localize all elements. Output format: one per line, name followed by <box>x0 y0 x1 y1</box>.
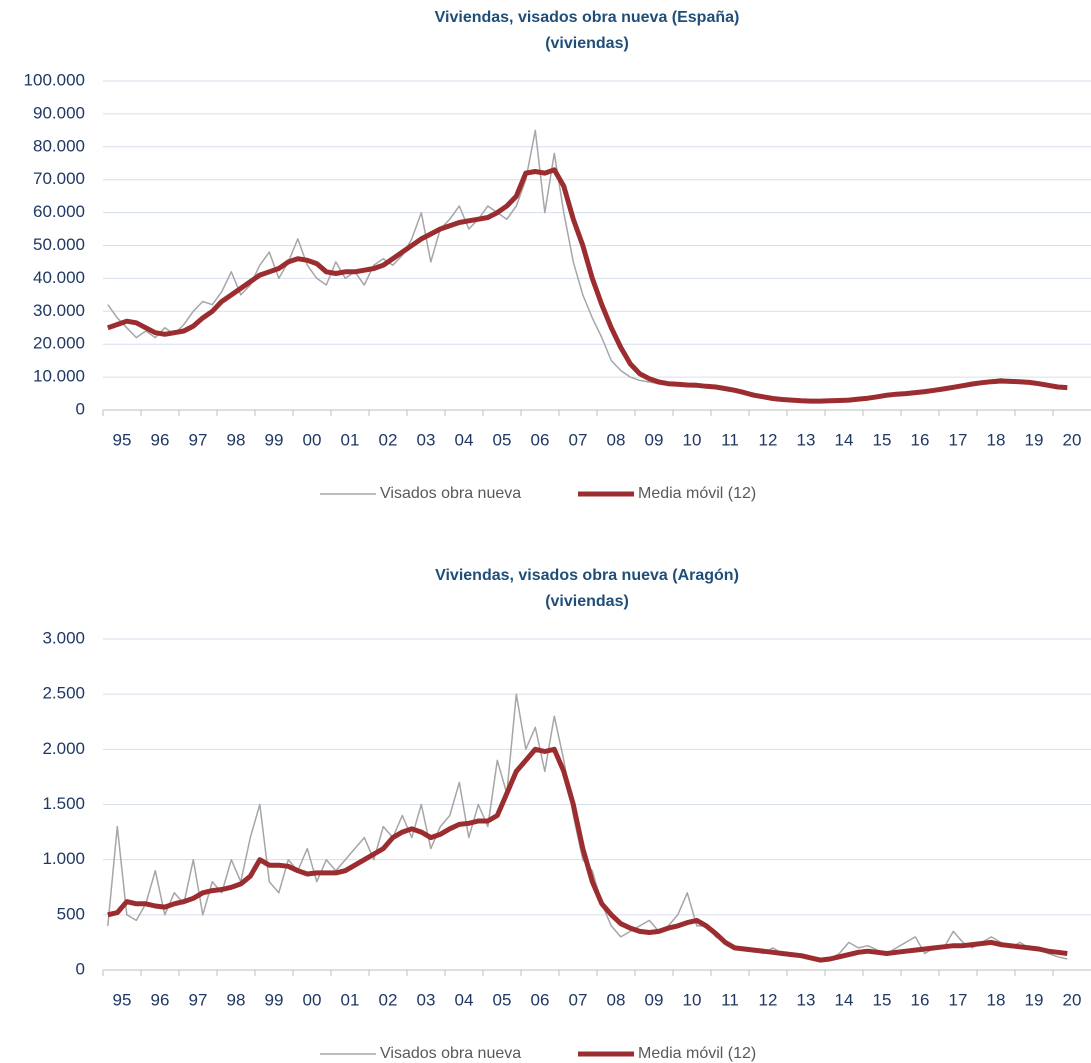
legend-label: Media móvil (12) <box>638 1045 756 1062</box>
x-tick-label: 14 <box>835 430 854 449</box>
x-tick-label: 01 <box>341 430 360 449</box>
x-tick-label: 14 <box>835 990 854 1009</box>
x-tick-label: 05 <box>493 990 512 1009</box>
y-tick-label: 90.000 <box>33 103 85 122</box>
x-tick-label: 16 <box>911 990 930 1009</box>
legend-label: Visados obra nueva <box>380 485 521 502</box>
x-tick-label: 98 <box>227 430 246 449</box>
x-tick-label: 97 <box>189 990 208 1009</box>
y-tick-label: 1.000 <box>42 849 85 868</box>
x-tick-label: 03 <box>417 430 436 449</box>
x-tick-label: 10 <box>683 430 702 449</box>
x-tick-label: 99 <box>265 430 284 449</box>
x-tick-label: 15 <box>873 990 892 1009</box>
x-tick-label: 11 <box>721 430 739 449</box>
x-tick-label: 00 <box>303 990 322 1009</box>
x-tick-label: 12 <box>759 990 778 1009</box>
x-tick-label: 17 <box>949 990 968 1009</box>
x-tick-label: 16 <box>911 430 930 449</box>
x-tick-label: 02 <box>379 430 398 449</box>
x-tick-label: 11 <box>721 990 739 1009</box>
x-tick-label: 08 <box>607 430 626 449</box>
y-tick-label: 3.000 <box>42 628 85 647</box>
y-tick-label: 0 <box>76 959 85 978</box>
y-tick-label: 500 <box>57 904 85 923</box>
x-tick-label: 03 <box>417 990 436 1009</box>
y-tick-label: 70.000 <box>33 169 85 188</box>
x-tick-label: 97 <box>189 430 208 449</box>
x-tick-label: 12 <box>759 430 778 449</box>
x-tick-label: 13 <box>797 990 816 1009</box>
x-tick-label: 00 <box>303 430 322 449</box>
series-line <box>107 693 1068 961</box>
y-tick-label: 0 <box>76 399 85 418</box>
x-tick-label: 95 <box>113 990 132 1009</box>
x-tick-label: 08 <box>607 990 626 1009</box>
x-tick-label: 09 <box>645 430 664 449</box>
x-tick-label: 19 <box>1025 990 1044 1009</box>
y-tick-label: 20.000 <box>33 334 85 353</box>
x-tick-label: 05 <box>493 430 512 449</box>
x-tick-label: 02 <box>379 990 398 1009</box>
x-tick-label: 18 <box>987 430 1006 449</box>
x-tick-label: 17 <box>949 430 968 449</box>
x-tick-label: 06 <box>531 990 550 1009</box>
y-tick-label: 60.000 <box>33 202 85 221</box>
y-tick-label: 80.000 <box>33 136 85 155</box>
x-tick-label: 10 <box>683 990 702 1009</box>
chart-subtitle: (viviendas) <box>545 35 629 52</box>
y-tick-label: 100.000 <box>24 70 85 89</box>
x-tick-label: 09 <box>645 990 664 1009</box>
y-tick-label: 30.000 <box>33 301 85 320</box>
chart-subtitle: (viviendas) <box>545 593 629 610</box>
x-tick-label: 04 <box>455 990 474 1009</box>
x-tick-label: 07 <box>569 430 588 449</box>
legend-label: Visados obra nueva <box>380 1045 521 1062</box>
y-tick-label: 2.500 <box>42 684 85 703</box>
x-tick-label: 99 <box>265 990 284 1009</box>
legend-label: Media móvil (12) <box>638 485 756 502</box>
x-tick-label: 20 <box>1063 990 1082 1009</box>
x-tick-label: 04 <box>455 430 474 449</box>
series-line <box>107 746 1068 963</box>
x-tick-label: 07 <box>569 990 588 1009</box>
x-tick-label: 96 <box>151 430 170 449</box>
x-tick-label: 06 <box>531 430 550 449</box>
x-tick-label: 18 <box>987 990 1006 1009</box>
x-tick-label: 95 <box>113 430 132 449</box>
x-tick-label: 13 <box>797 430 816 449</box>
y-tick-label: 50.000 <box>33 235 85 254</box>
x-tick-label: 01 <box>341 990 360 1009</box>
x-tick-label: 20 <box>1063 430 1082 449</box>
chart-title: Viviendas, visados obra nueva (España) <box>435 9 740 26</box>
y-tick-label: 10.000 <box>33 367 85 386</box>
y-tick-label: 40.000 <box>33 268 85 287</box>
x-tick-label: 19 <box>1025 430 1044 449</box>
y-tick-label: 1.500 <box>42 794 85 813</box>
chart-title: Viviendas, visados obra nueva (Aragón) <box>435 567 739 584</box>
x-tick-label: 15 <box>873 430 892 449</box>
series-line <box>106 167 1068 404</box>
x-tick-label: 98 <box>227 990 246 1009</box>
y-tick-label: 2.000 <box>42 739 85 758</box>
x-tick-label: 96 <box>151 990 170 1009</box>
